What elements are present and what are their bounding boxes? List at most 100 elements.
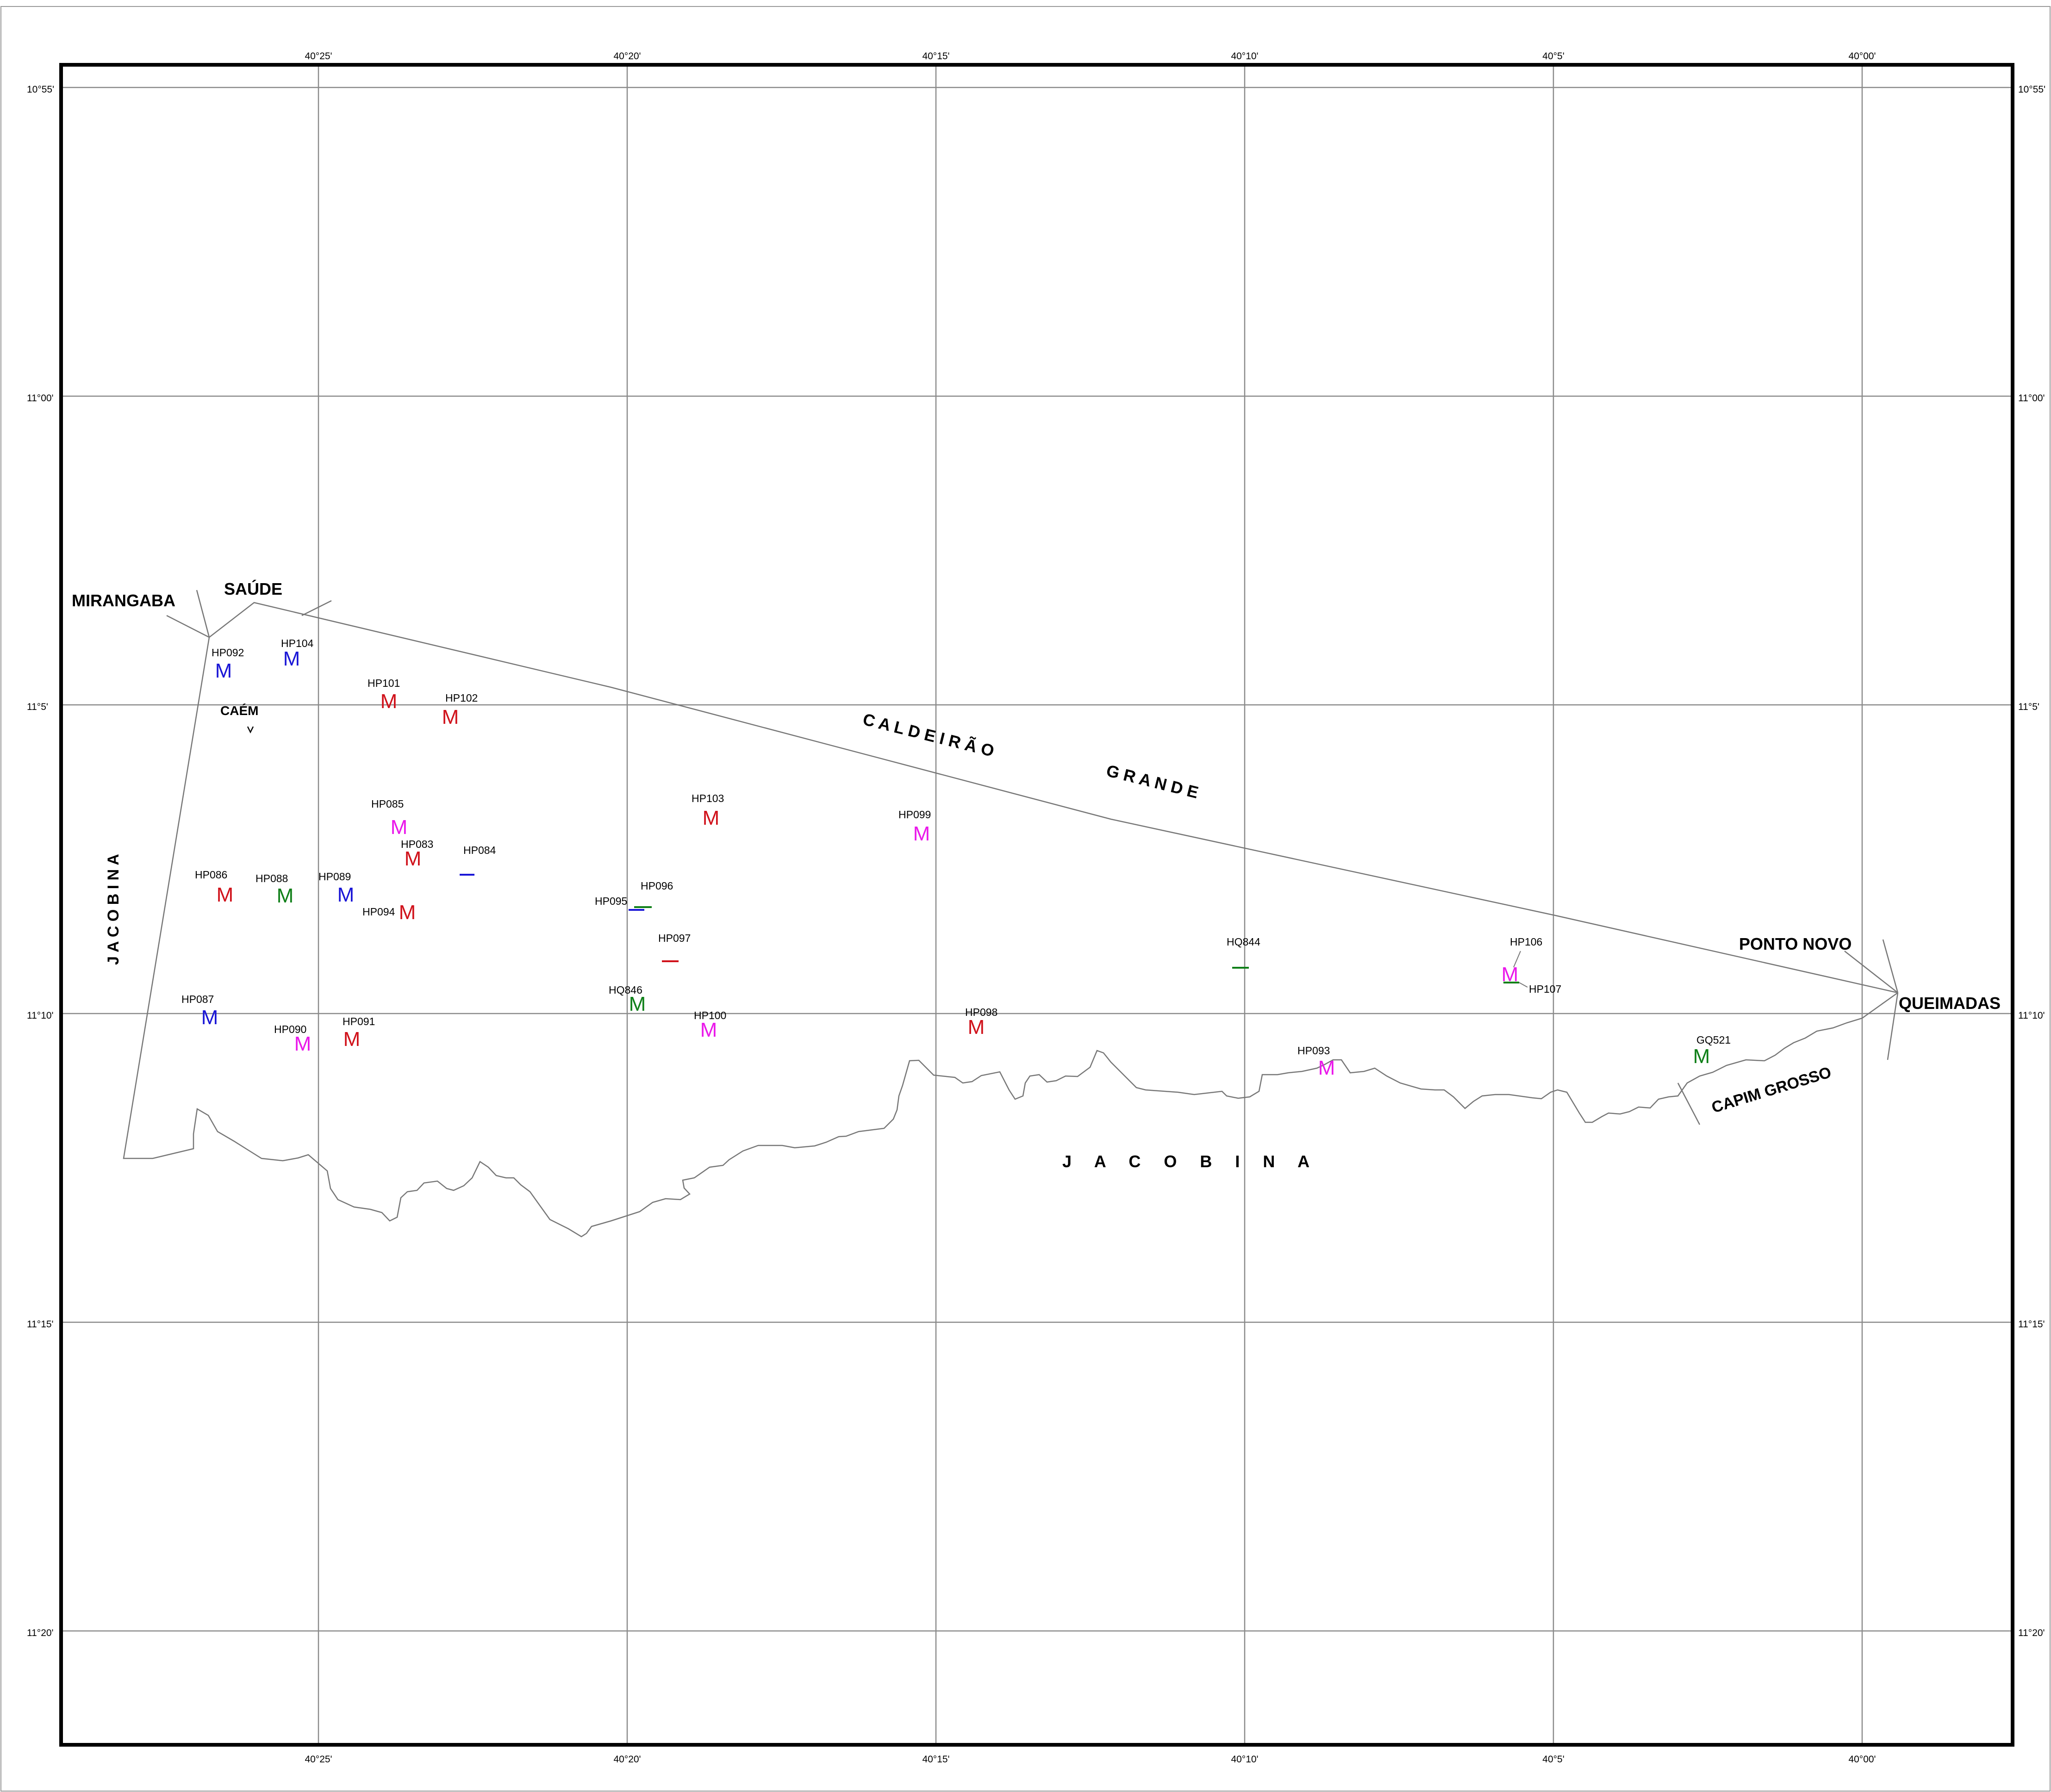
sample-label-GQ521: GQ521	[1696, 1034, 1731, 1046]
sample-label-HP087: HP087	[181, 993, 214, 1005]
sample-symbol-HP102: M	[442, 706, 459, 728]
sample-symbol-HP092: M	[215, 660, 232, 682]
sample-label-HP107: HP107	[1529, 983, 1561, 995]
mirangaba-saude-tick	[196, 590, 210, 638]
top-label-2: 40°20'	[613, 51, 641, 62]
leader-lines	[1513, 951, 1528, 988]
sample-label-HP088: HP088	[256, 872, 288, 884]
right-label-2: 11°00'	[2018, 393, 2045, 404]
sample-symbol-GQ521: M	[1693, 1045, 1710, 1068]
sample-symbol-HP090: M	[294, 1033, 312, 1055]
sample-label-HP084: HP084	[463, 844, 496, 856]
bottom-label-3: 40°15'	[922, 1754, 949, 1765]
top-label-3: 40°15'	[922, 51, 949, 62]
sample-symbol-HP091: M	[343, 1028, 361, 1051]
right-label-3: 11°5'	[2018, 702, 2039, 712]
left-label-2: 11°00'	[27, 393, 54, 404]
place-ponto-novo: PONTO NOVO	[1739, 934, 1852, 953]
bottom-label-6: 40°00'	[1848, 1754, 1876, 1765]
sample-label-HP103: HP103	[692, 792, 724, 804]
place-names: MIRANGABA SAÚDE CAÉM PONTO NOVO QUEIMADA…	[72, 579, 2001, 1171]
right-label-5: 11°15'	[2018, 1319, 2045, 1330]
sample-label-HP092: HP092	[212, 647, 244, 659]
sample-symbol-HP104: M	[283, 647, 300, 670]
place-caldeirao: C A L D E I R Ã O	[861, 709, 996, 760]
sample-labels: HP092 HP104 HP101 HP102 HP085 HP083 HP08…	[181, 637, 1731, 1057]
sample-label-HP090: HP090	[274, 1023, 306, 1035]
right-label-4: 11°10'	[2018, 1010, 2045, 1021]
sample-label-HP096: HP096	[641, 880, 673, 892]
bottom-label-4: 40°10'	[1231, 1754, 1258, 1765]
sample-symbol-HP088: M	[277, 884, 294, 907]
left-label-3: 11°5'	[27, 702, 48, 712]
top-label-6: 40°00'	[1848, 51, 1876, 62]
caldeirao-grande-boundary	[209, 602, 1898, 994]
sample-label-HP085: HP085	[371, 798, 404, 810]
leader-HP106	[1513, 951, 1521, 968]
right-label-6: 11°20'	[2018, 1628, 2045, 1638]
sample-label-HQ844: HQ844	[1227, 936, 1260, 948]
boundaries	[123, 590, 1899, 1238]
place-capim-grosso: CAPIM GROSSO	[1709, 1064, 1833, 1117]
mirangaba-tick	[166, 615, 210, 638]
ponto-novo-tick	[1844, 951, 1898, 993]
sample-symbol-HP100: M	[700, 1019, 717, 1041]
sample-label-HP097: HP097	[658, 932, 691, 944]
bottom-label-1: 40°25'	[305, 1754, 332, 1765]
sample-label-HP089: HP089	[318, 871, 351, 883]
sample-symbol-HP085: M	[391, 816, 408, 839]
sample-label-HP086: HP086	[195, 869, 227, 881]
top-label-4: 40°10'	[1231, 51, 1258, 62]
village-icon	[247, 726, 254, 734]
sample-label-HP099: HP099	[898, 809, 931, 821]
sample-label-HP098: HP098	[965, 1006, 997, 1018]
sample-symbols: M M M M M M M M M M M M M M M M M M M M …	[201, 647, 1710, 1079]
place-mirangaba: MIRANGABA	[72, 591, 175, 610]
top-label-5: 40°5'	[1542, 51, 1564, 62]
sample-label-HP101: HP101	[368, 677, 400, 689]
sample-label-HP083: HP083	[401, 838, 433, 850]
jacobina-boundary	[123, 637, 1898, 1238]
sample-symbol-HP087: M	[201, 1006, 218, 1029]
place-saude: SAÚDE	[224, 579, 282, 598]
place-queimadas: QUEIMADAS	[1899, 994, 2001, 1013]
sample-symbol-HP089: M	[337, 884, 355, 906]
sample-symbol-HP086: M	[217, 884, 234, 906]
left-label-4: 11°10'	[27, 1010, 54, 1021]
sample-label-HP091: HP091	[343, 1015, 375, 1027]
sheet-border	[0, 6, 2051, 1792]
sample-symbol-HP101: M	[380, 690, 398, 713]
sample-label-HP093: HP093	[1297, 1045, 1330, 1057]
sample-label-HP106: HP106	[1510, 936, 1542, 948]
sample-label-HQ846: HQ846	[609, 984, 642, 996]
saude-tick	[301, 600, 332, 616]
left-label-5: 11°15'	[27, 1319, 54, 1330]
sample-symbol-HP093: M	[1318, 1057, 1335, 1079]
bottom-label-5: 40°5'	[1542, 1754, 1564, 1765]
place-grande: G R A N D E	[1104, 761, 1200, 802]
left-label-6: 11°20'	[27, 1628, 54, 1638]
sample-symbol-HQ846: M	[629, 993, 646, 1015]
map-frame	[59, 63, 2014, 1747]
right-label-1: 10°55'	[2018, 84, 2045, 95]
queimadas-tick-south	[1887, 992, 1899, 1060]
place-jacobina-south: J A C O B I N A	[1062, 1152, 1309, 1171]
graticule	[61, 65, 2013, 1745]
sample-label-HP095: HP095	[595, 895, 627, 907]
place-caem: CAÉM	[220, 703, 258, 718]
sample-symbol-HP083: M	[405, 847, 422, 870]
graticule-labels: 40°25' 40°20' 40°15' 40°10' 40°5' 40°00'…	[27, 51, 2045, 1765]
bottom-label-2: 40°20'	[613, 1754, 641, 1765]
top-label-1: 40°25'	[305, 51, 332, 62]
left-label-1: 10°55'	[27, 84, 54, 95]
sample-label-HP100: HP100	[694, 1009, 726, 1021]
sample-label-HP102: HP102	[445, 692, 478, 704]
queimadas-tick-north	[1882, 939, 1899, 993]
sample-symbol-HP103: M	[703, 807, 720, 829]
sample-label-HP094: HP094	[362, 906, 395, 918]
sample-symbol-HP099: M	[913, 822, 930, 845]
capim-grosso-tick	[1677, 1083, 1701, 1125]
leader-HP107	[1519, 982, 1528, 988]
sample-symbol-HP098: M	[968, 1016, 985, 1039]
